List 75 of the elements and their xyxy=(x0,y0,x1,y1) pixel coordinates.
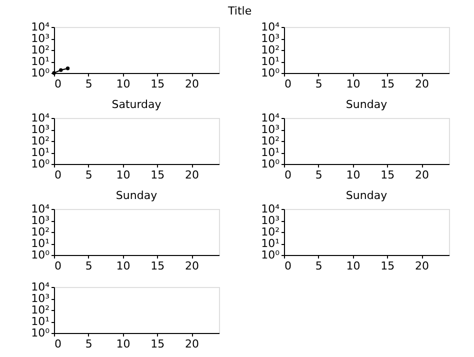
y-tick-label: 10² xyxy=(261,134,280,148)
x-tick-label: 15 xyxy=(150,260,165,272)
y-tick-label: 10¹ xyxy=(261,237,280,250)
x-tick-label: 0 xyxy=(284,260,292,272)
y-tick-label: 10⁰ xyxy=(31,158,50,170)
x-tick-label: 15 xyxy=(380,168,395,182)
x-tick-label: 0 xyxy=(54,168,62,182)
y-tick-label: 10⁴ xyxy=(261,112,280,124)
x-tick-label: 5 xyxy=(315,260,322,272)
x-tick-label: 10 xyxy=(346,168,360,182)
x-tick-label: 0 xyxy=(284,78,292,90)
x-tick-label: 5 xyxy=(85,338,92,350)
y-tick-label: 10⁰ xyxy=(261,158,280,170)
x-tick-label: 15 xyxy=(150,168,165,182)
y-tick-label: 10³ xyxy=(261,32,280,45)
x-tick-label: 10 xyxy=(346,78,360,90)
y-tick-label: 10³ xyxy=(261,123,280,136)
x-tick-label: 0 xyxy=(284,168,292,182)
text: Title xyxy=(227,4,252,18)
y-tick-label: 10³ xyxy=(261,214,280,227)
y-tick-label: 10³ xyxy=(31,32,50,45)
y-tick-label: 10² xyxy=(31,134,50,148)
x-tick-label: 0 xyxy=(54,78,62,90)
x-tick-label: 20 xyxy=(415,168,429,182)
x-tick-label: 5 xyxy=(85,78,92,90)
chart-title: Saturday xyxy=(112,98,162,111)
chart-title: Sunday xyxy=(346,189,388,202)
y-tick-label: 10¹ xyxy=(31,55,50,68)
x-tick-label: 10 xyxy=(116,78,130,90)
y-tick-label: 10⁰ xyxy=(261,66,280,80)
x-tick-label: 15 xyxy=(150,78,165,90)
y-tick-label: 10³ xyxy=(31,214,50,227)
x-tick-label: 15 xyxy=(380,78,395,90)
chart-title: Sunday xyxy=(116,189,158,202)
y-tick-label: 10¹ xyxy=(31,146,50,159)
y-tick-label: 10⁰ xyxy=(31,66,50,80)
x-tick-label: 20 xyxy=(185,260,199,272)
x-tick-label: 10 xyxy=(346,260,360,272)
chart-title: Sunday xyxy=(346,98,388,111)
y-tick-label: 10¹ xyxy=(31,315,50,328)
x-tick-label: 20 xyxy=(415,260,429,272)
y-tick-label: 10¹ xyxy=(261,146,280,159)
x-tick-label: 5 xyxy=(85,260,92,272)
y-tick-label: 10⁴ xyxy=(31,112,50,124)
y-tick-label: 10⁴ xyxy=(31,202,50,216)
x-tick-label: 20 xyxy=(185,78,199,90)
x-tick-label: 10 xyxy=(116,168,130,182)
y-tick-label: 10² xyxy=(261,44,280,56)
y-tick-label: 10³ xyxy=(31,292,50,305)
y-tick-label: 10⁰ xyxy=(261,248,280,262)
y-tick-label: 10² xyxy=(31,44,50,56)
y-tick-label: 10¹ xyxy=(261,55,280,68)
y-tick-label: 10⁴ xyxy=(31,280,50,294)
x-tick-label: 5 xyxy=(315,78,322,90)
x-tick-label: 0 xyxy=(54,260,62,272)
x-tick-label: 15 xyxy=(150,338,165,350)
y-tick-label: 10⁴ xyxy=(31,20,50,34)
x-tick-label: 5 xyxy=(85,168,92,182)
x-tick-label: 20 xyxy=(185,338,199,350)
y-tick-label: 10⁰ xyxy=(31,248,50,262)
y-tick-label: 10² xyxy=(31,226,50,238)
y-tick-label: 10⁰ xyxy=(31,326,50,340)
y-tick-label: 10¹ xyxy=(31,237,50,250)
x-tick-label: 10 xyxy=(116,260,130,272)
x-tick-label: 10 xyxy=(116,338,130,350)
y-tick-label: 10³ xyxy=(31,123,50,136)
x-tick-label: 15 xyxy=(380,260,395,272)
x-tick-label: 20 xyxy=(185,168,199,182)
x-tick-label: 0 xyxy=(54,338,62,350)
y-tick-label: 10² xyxy=(31,304,50,316)
y-tick-label: 10² xyxy=(261,226,280,238)
y-tick-label: 10⁴ xyxy=(261,20,280,34)
x-tick-label: 20 xyxy=(415,78,429,90)
x-tick-label: 5 xyxy=(315,168,322,182)
y-tick-label: 10⁴ xyxy=(261,202,280,216)
